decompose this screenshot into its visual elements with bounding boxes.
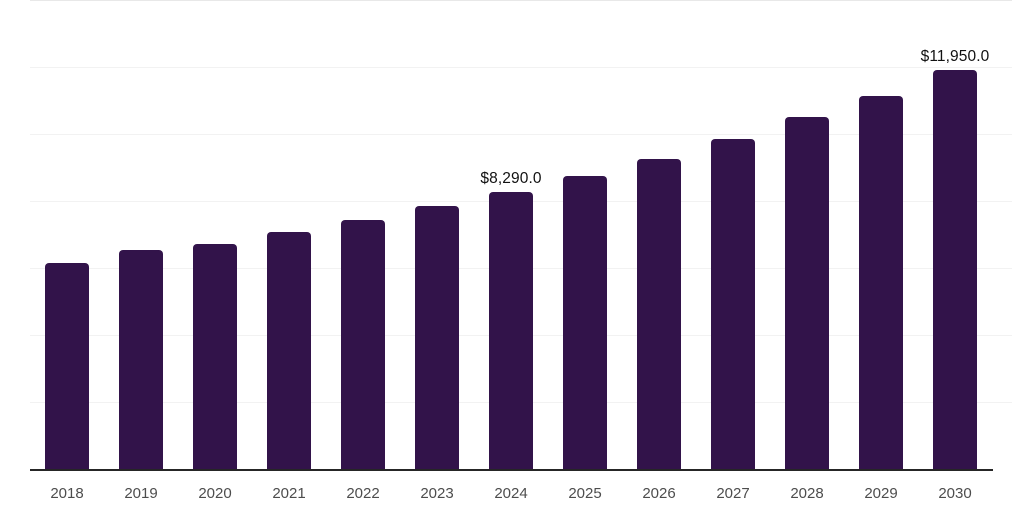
plot-area: $8,290.0 $11,950.0 <box>30 0 1012 471</box>
bar-2018 <box>45 263 89 470</box>
bar-2025 <box>563 175 607 470</box>
x-tick-2021: 2021 <box>272 485 306 502</box>
bar-2028 <box>785 116 829 470</box>
x-tick-2019: 2019 <box>124 485 158 502</box>
x-tick-2020: 2020 <box>198 485 232 502</box>
gridline-14000 <box>30 0 1012 1</box>
bar-2023 <box>415 206 459 470</box>
x-tick-2030: 2030 <box>938 485 972 502</box>
x-tick-2029: 2029 <box>864 485 898 502</box>
x-axis: 2018 2019 2020 2021 2022 2023 2024 2025 2026 2027… <box>30 485 1012 503</box>
x-tick-2022: 2022 <box>346 485 380 502</box>
bar-2022 <box>341 220 385 470</box>
gridline-10000 <box>30 134 1012 135</box>
x-tick-2025: 2025 <box>568 485 602 502</box>
x-tick-2018: 2018 <box>50 485 84 502</box>
x-tick-2023: 2023 <box>420 485 454 502</box>
bar-2030 <box>933 69 977 470</box>
gridline-12000 <box>30 67 1012 68</box>
bar-2029 <box>859 95 903 470</box>
data-label-2030: $11,950.0 <box>920 47 990 65</box>
bar-2019 <box>119 249 163 470</box>
bar-2027 <box>711 139 755 470</box>
x-tick-2027: 2027 <box>716 485 750 502</box>
x-tick-2024: 2024 <box>494 485 528 502</box>
bar-2020 <box>193 243 237 470</box>
data-label-2024: $8,290.0 <box>480 170 542 188</box>
bar-2024 <box>489 192 533 470</box>
bar-2026 <box>637 159 681 470</box>
x-tick-2028: 2028 <box>790 485 824 502</box>
bar-2021 <box>267 232 311 470</box>
x-tick-2026: 2026 <box>642 485 676 502</box>
x-axis-line <box>30 469 993 471</box>
